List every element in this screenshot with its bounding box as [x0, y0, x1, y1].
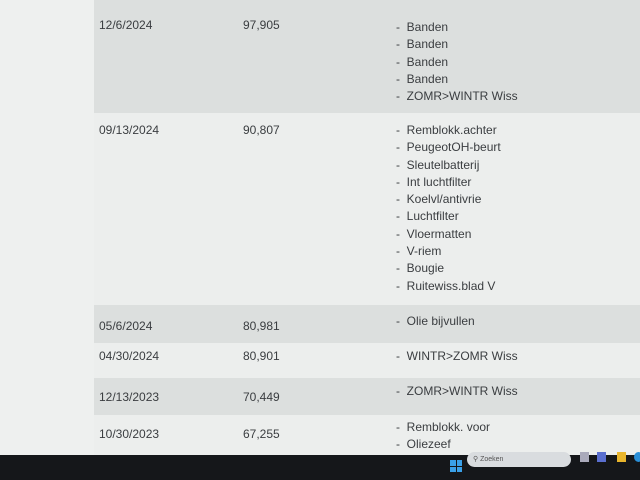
service-item: Remblokk. voor — [396, 419, 490, 436]
windows-start-icon[interactable] — [450, 460, 462, 472]
edge-icon[interactable] — [634, 452, 640, 462]
service-item: Int luchtfilter — [396, 174, 501, 191]
service-item: Olie bijvullen — [396, 313, 475, 330]
table-row: 12/6/2024 97,905 BandenBandenBandenBande… — [94, 0, 640, 113]
service-item: Luchtfilter — [396, 208, 501, 225]
service-item: WINTR>ZOMR Wiss — [396, 348, 518, 365]
taskbar-search-input[interactable]: ⚲ Zoeken — [467, 452, 571, 467]
table-row: 09/13/2024 90,807 Remblokk.achterPeugeot… — [94, 113, 640, 305]
service-item: Vloermatten — [396, 226, 501, 243]
service-date: 12/6/2024 — [99, 18, 153, 32]
service-items: Olie bijvullen — [396, 313, 475, 330]
teams-icon[interactable] — [597, 452, 606, 462]
service-items: BandenBandenBandenBandenZOMR>WINTR Wiss — [396, 19, 518, 105]
mileage: 80,901 — [243, 349, 280, 363]
service-item: ZOMR>WINTR Wiss — [396, 383, 518, 400]
service-item: Banden — [396, 71, 518, 88]
table-row: 04/30/2024 80,901 WINTR>ZOMR Wiss — [94, 343, 640, 378]
search-placeholder: Zoeken — [480, 456, 504, 463]
mileage: 67,255 — [243, 427, 280, 441]
service-item: Ruitewiss.blad V — [396, 278, 501, 295]
service-date: 10/30/2023 — [99, 427, 160, 441]
service-item: Banden — [396, 54, 518, 71]
table-row: 05/6/2024 80,981 Olie bijvullen — [94, 305, 640, 343]
mileage: 90,807 — [243, 123, 280, 137]
mileage: 80,981 — [243, 319, 280, 333]
service-item: V-riem — [396, 243, 501, 260]
service-item: Bougie — [396, 260, 501, 277]
service-item: PeugeotOH-beurt — [396, 139, 501, 156]
service-item: Oliezeef — [396, 436, 490, 453]
search-icon: ⚲ — [473, 456, 481, 463]
service-date: 05/6/2024 — [99, 319, 153, 333]
service-date: 04/30/2024 — [99, 349, 160, 363]
service-item: Koelvl/antivrie — [396, 191, 501, 208]
service-item: Sleutelbatterij — [396, 157, 501, 174]
service-item: Banden — [396, 19, 518, 36]
maintenance-table: 12/6/2024 97,905 BandenBandenBandenBande… — [94, 0, 640, 455]
table-row: 10/30/2023 67,255 Remblokk. voorOliezeef — [94, 415, 640, 455]
service-date: 12/13/2023 — [99, 390, 160, 404]
file-explorer-icon[interactable] — [617, 452, 626, 462]
task-view-icon[interactable] — [580, 452, 589, 462]
service-items: Remblokk. voorOliezeef — [396, 419, 490, 454]
service-items: ZOMR>WINTR Wiss — [396, 383, 518, 400]
service-item: Remblokk.achter — [396, 122, 501, 139]
mileage: 97,905 — [243, 18, 280, 32]
maintenance-history-page: 12/6/2024 97,905 BandenBandenBandenBande… — [0, 0, 640, 455]
service-item: Banden — [396, 36, 518, 53]
service-items: WINTR>ZOMR Wiss — [396, 348, 518, 365]
service-date: 09/13/2024 — [99, 123, 160, 137]
service-items: Remblokk.achterPeugeotOH-beurtSleutelbat… — [396, 122, 501, 295]
table-row: 12/13/2023 70,449 ZOMR>WINTR Wiss — [94, 378, 640, 415]
service-item: ZOMR>WINTR Wiss — [396, 88, 518, 105]
mileage: 70,449 — [243, 390, 280, 404]
